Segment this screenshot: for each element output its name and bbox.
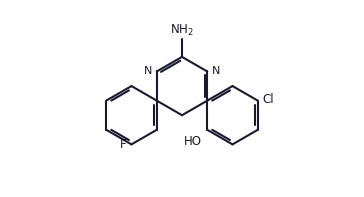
Text: F: F xyxy=(119,138,126,151)
Text: HO: HO xyxy=(184,135,202,148)
Text: NH$_2$: NH$_2$ xyxy=(170,23,194,38)
Text: N: N xyxy=(211,66,220,76)
Text: Cl: Cl xyxy=(262,93,274,106)
Text: N: N xyxy=(144,66,153,76)
